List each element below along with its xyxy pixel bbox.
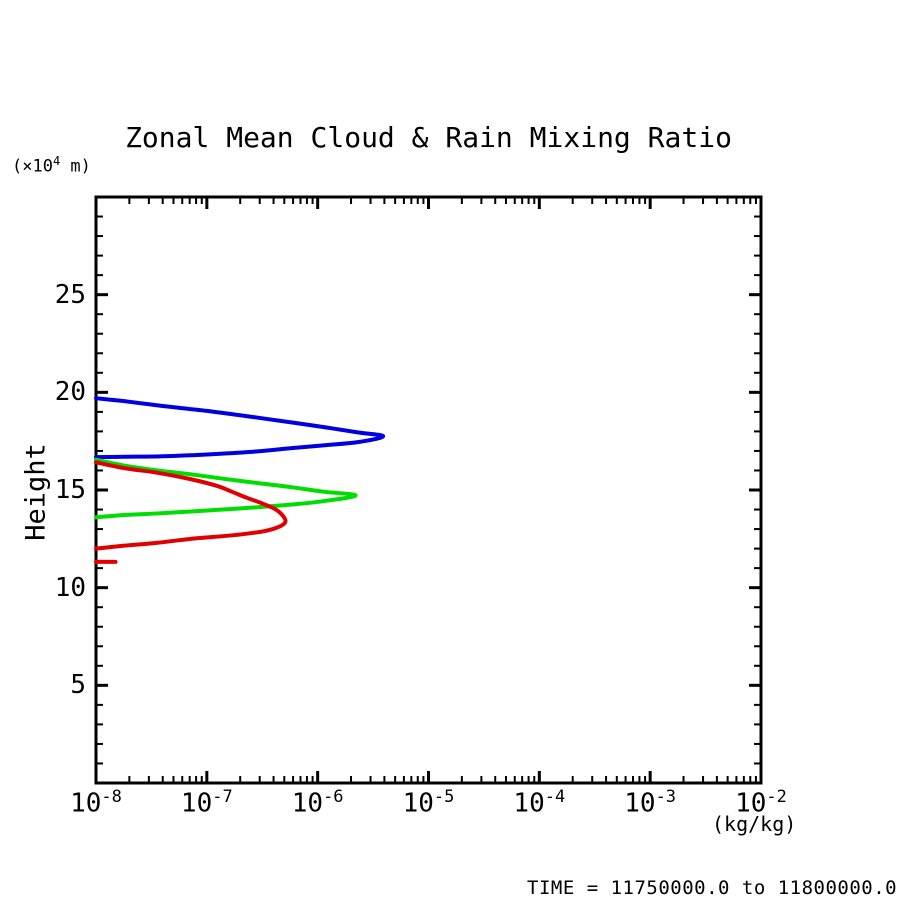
y-tick-label: 5 bbox=[70, 670, 86, 701]
x-tick-base: 10 bbox=[70, 788, 102, 819]
x-tick-label: 10-7 bbox=[181, 787, 233, 819]
x-tick-label: 10-2 bbox=[735, 787, 787, 819]
x-tick-label: 10-5 bbox=[403, 787, 455, 819]
x-tick-base: 10 bbox=[513, 788, 545, 819]
x-tick-exponent: -4 bbox=[544, 787, 566, 807]
time-caption: TIME = 11750000.0 to 11800000.0 bbox=[527, 877, 898, 899]
y-tick-label: 15 bbox=[54, 475, 86, 505]
x-tick-exponent: -6 bbox=[323, 787, 344, 807]
y-tick-label: 10 bbox=[54, 572, 86, 603]
y-tick-label: 25 bbox=[54, 279, 86, 310]
x-tick-base: 10 bbox=[624, 788, 656, 819]
y-axis-unit-exponent: 4 bbox=[52, 154, 61, 168]
x-tick-exponent: -2 bbox=[766, 787, 787, 807]
x-tick-base: 10 bbox=[735, 788, 767, 819]
x-tick-base: 10 bbox=[291, 788, 324, 819]
y-axis-unit-prefix: (×10 bbox=[12, 156, 53, 177]
x-tick-base: 10 bbox=[180, 788, 213, 819]
x-tick-exponent: -7 bbox=[212, 787, 233, 807]
y-axis-unit-suffix: m) bbox=[60, 156, 91, 177]
x-tick-label: 10-3 bbox=[624, 787, 676, 819]
chart-title: Zonal Mean Cloud & Rain Mixing Ratio bbox=[125, 121, 732, 154]
x-tick-exponent: -8 bbox=[101, 787, 122, 807]
x-tick-label: 10-6 bbox=[292, 787, 344, 819]
x-axis-unit: (kg/kg) bbox=[712, 812, 797, 836]
y-tick-label: 20 bbox=[54, 377, 86, 408]
x-tick-label: 10-8 bbox=[70, 787, 122, 819]
y-axis-unit: (×104 m) bbox=[12, 154, 91, 177]
x-tick-base: 10 bbox=[402, 788, 434, 819]
x-tick-exponent: -5 bbox=[433, 787, 455, 807]
x-tick-label: 10-4 bbox=[513, 787, 565, 819]
x-tick-exponent: -3 bbox=[655, 787, 677, 807]
